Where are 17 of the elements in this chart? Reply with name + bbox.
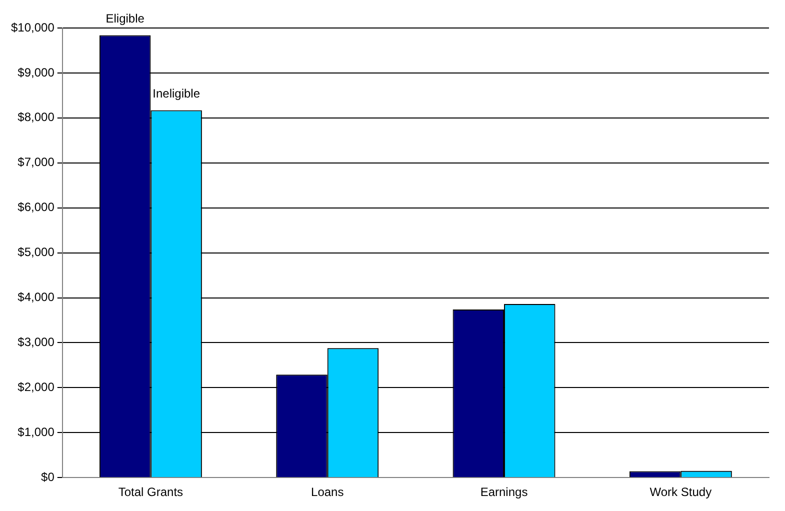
series-label: Eligible	[106, 12, 145, 26]
y-tick-label: $0	[41, 470, 55, 484]
y-tick-label: $1,000	[18, 424, 55, 439]
x-tick-label: Total Grants	[118, 485, 184, 500]
y-tick-label: $6,000	[18, 200, 55, 214]
y-tick-label: $8,000	[18, 110, 55, 124]
x-tick-label: Earnings	[480, 485, 528, 500]
y-tick-label: $2,000	[18, 380, 55, 394]
x-tick-label: Loans	[311, 485, 344, 500]
y-tick-label: $7,000	[18, 155, 55, 170]
y-tick-label: $10,000	[10, 20, 55, 34]
y-tick-label: $4,000	[18, 290, 55, 304]
y-tick-label: $5,000	[18, 245, 55, 260]
x-tick-label: Work Study	[650, 485, 712, 500]
y-tick-label: $3,000	[18, 335, 55, 350]
series-label: Ineligible	[152, 86, 200, 101]
y-tick-label: $9,000	[18, 65, 55, 80]
